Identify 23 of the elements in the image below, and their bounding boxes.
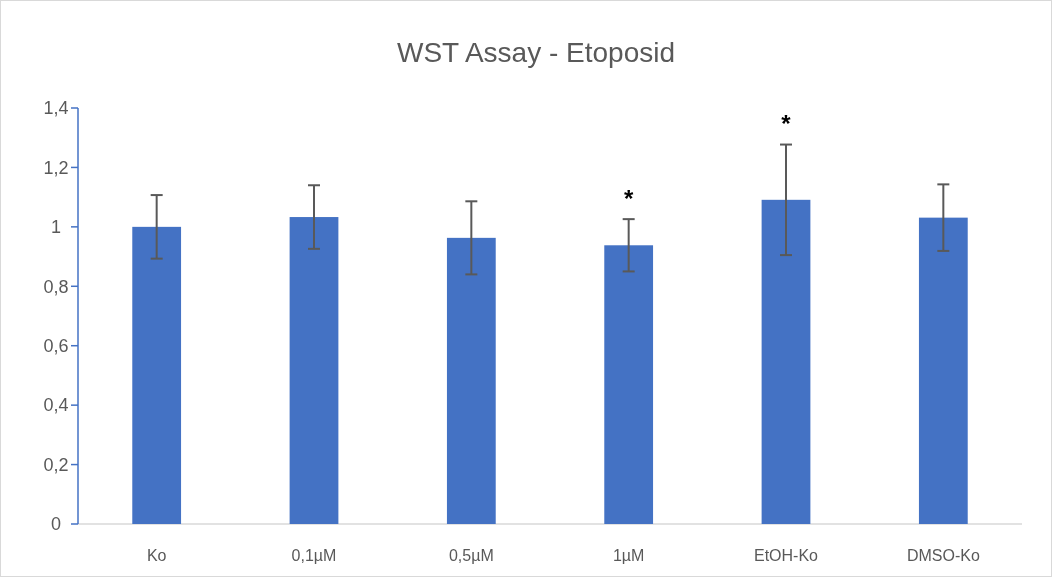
y-tick-label: 0,4 — [43, 395, 69, 416]
bar — [604, 245, 654, 524]
bar — [446, 237, 496, 524]
annotation: * — [781, 110, 792, 138]
y-tick-label: 1 — [50, 217, 62, 238]
x-tick-label: 0,5µM — [448, 547, 494, 564]
bar — [918, 217, 968, 524]
chart-title: WST Assay - Etoposid — [396, 37, 676, 68]
annotation: * — [623, 185, 634, 213]
y-tick-label: 0,6 — [43, 336, 69, 357]
x-tick-label: EtOH-Ko — [753, 547, 819, 564]
y-tick-label: 0 — [50, 514, 62, 535]
bar — [132, 226, 182, 524]
y-tick-label: 0,2 — [43, 454, 69, 475]
x-tick-label: 1µM — [612, 547, 645, 564]
y-tick-label: 0,8 — [43, 276, 69, 297]
bar — [289, 217, 339, 524]
y-tick-label: 1,2 — [43, 157, 69, 178]
x-tick-label: 0,1µM — [291, 547, 337, 564]
y-tick-label: 1,4 — [43, 98, 69, 119]
x-tick-label: Ko — [146, 547, 167, 564]
bar — [761, 199, 811, 524]
x-tick-label: DMSO-Ko — [906, 547, 980, 564]
